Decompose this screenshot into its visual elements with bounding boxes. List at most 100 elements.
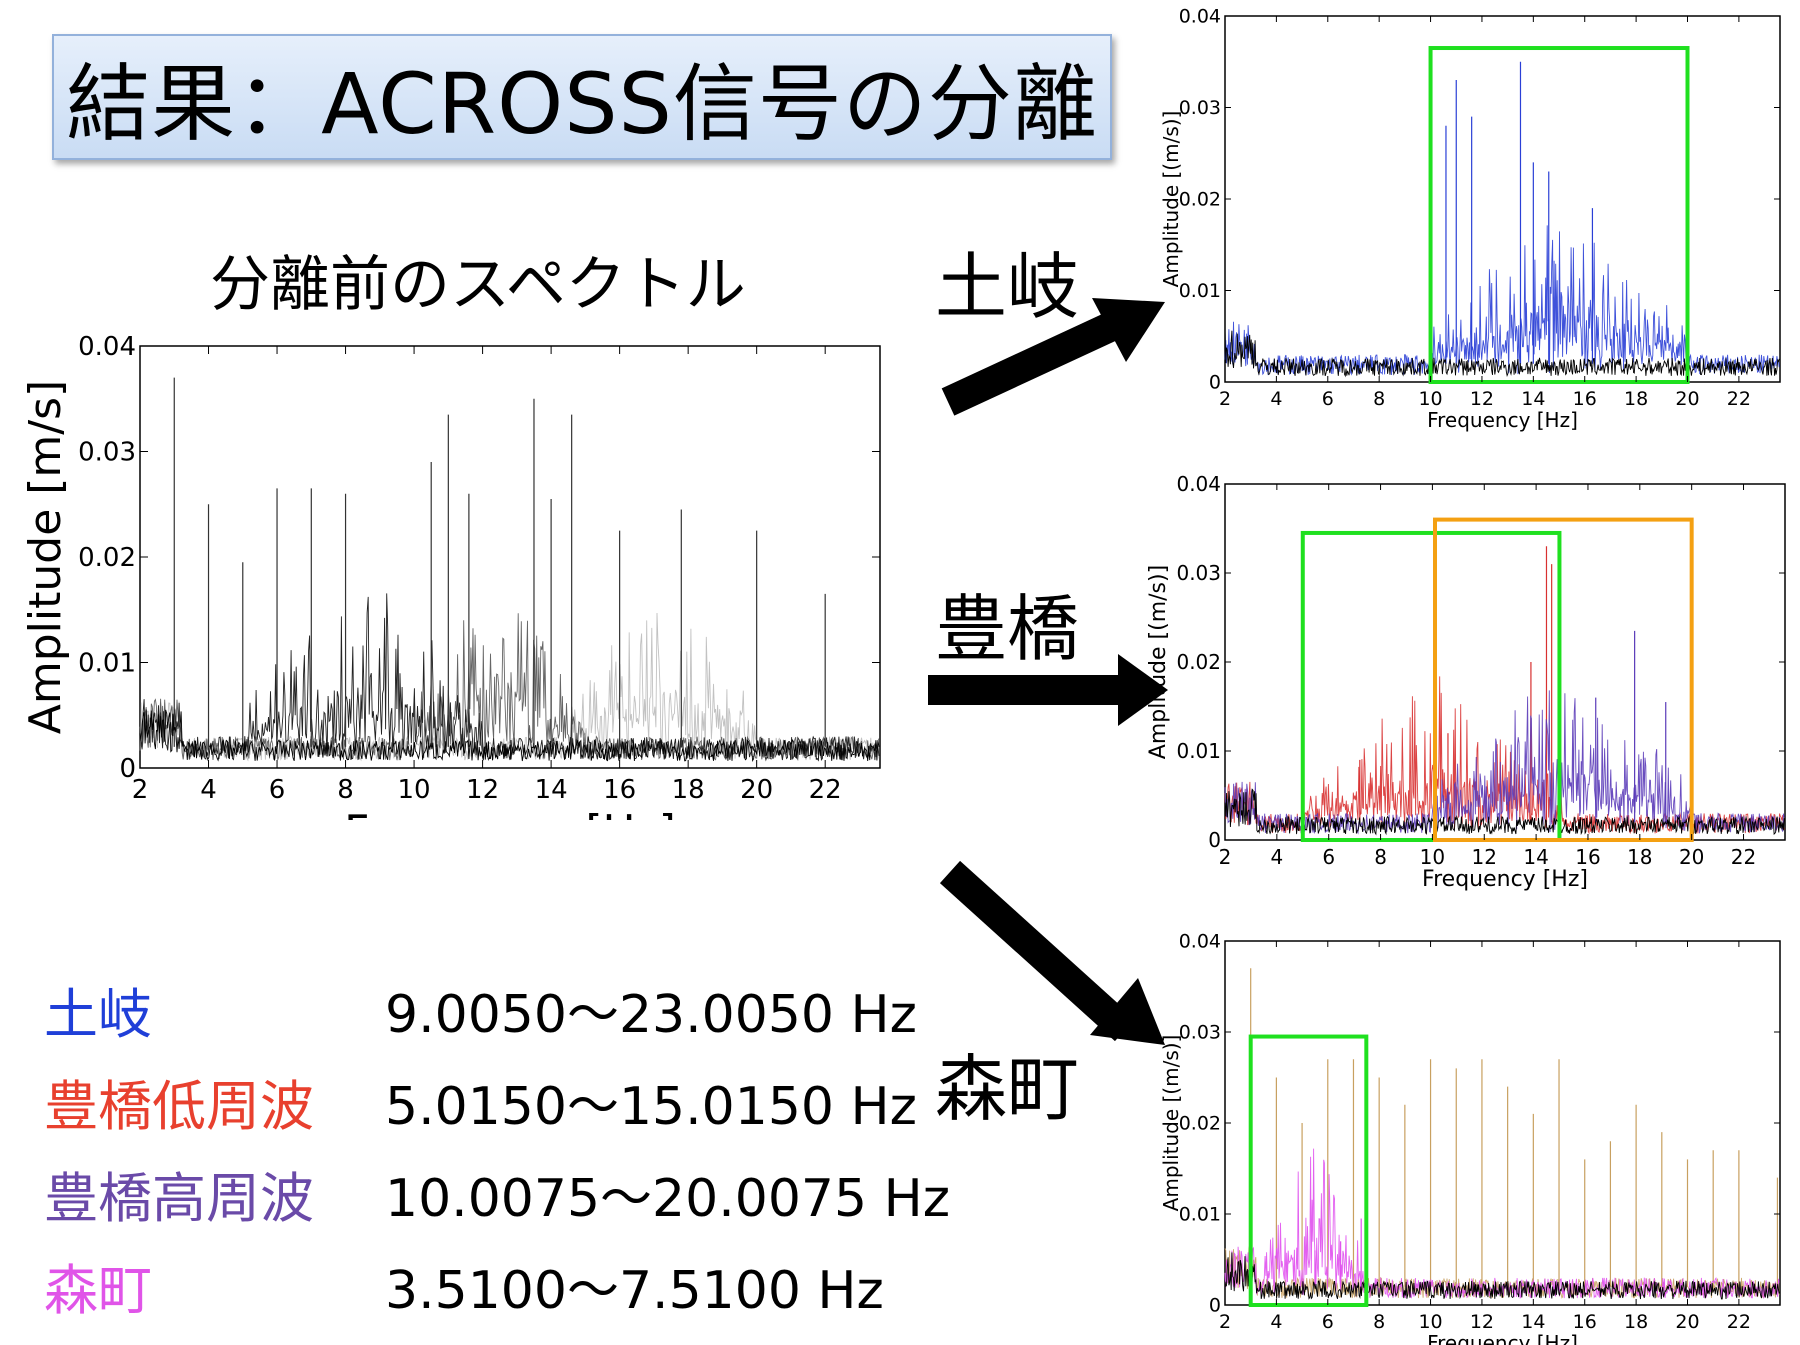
legend-range-toki: 9.0050〜23.0050 Hz	[385, 985, 917, 1045]
x-tick-label: 16	[1573, 388, 1597, 410]
y-tick-label: 0.01	[78, 649, 136, 679]
x-tick-label: 2	[132, 775, 149, 805]
site-label-toki: 土岐	[935, 245, 1080, 329]
spectrum-trace	[139, 613, 880, 761]
x-tick-label: 12	[1470, 388, 1494, 410]
chart-morimachi: 2 4 6 8 10 12 14 16 18 20 22 0 0.01 0.02 0.03 0.04 Frequ…	[1159, 931, 1781, 1345]
x-axis-label: Frequency [Hz]	[1427, 1331, 1578, 1345]
x-tick-label: 16	[1573, 1311, 1597, 1333]
x-tick-label: 20	[1675, 388, 1699, 410]
x-tick-label: 18	[1627, 845, 1652, 869]
x-tick-label: 6	[1322, 845, 1335, 869]
y-axis-label: Amplitude [(m/s)]	[1159, 1035, 1183, 1212]
x-tick-label: 8	[1373, 1311, 1385, 1333]
arrow-to-morimachi	[939, 860, 1165, 1045]
x-tick-label: 20	[1675, 1311, 1699, 1333]
x-tick-label: 14	[1521, 1311, 1545, 1333]
x-tick-label: 4	[1270, 1311, 1282, 1333]
y-tick-label: 0.04	[1179, 931, 1221, 953]
highlight-box	[1428, 46, 1690, 385]
site-label-toyohashi: 豊橋	[935, 587, 1080, 671]
arrow-to-toyohashi	[928, 654, 1168, 726]
x-tick-label: 8	[1373, 388, 1385, 410]
x-tick-label: 20	[740, 775, 773, 805]
legend-name-morimachi: 森町	[44, 1259, 152, 1322]
x-tick-label: 14	[1521, 388, 1545, 410]
x-tick-label: 20	[1679, 845, 1704, 869]
plot-frame	[1224, 15, 1781, 383]
y-tick-label: 0	[1208, 828, 1221, 852]
y-tick-label: 0	[1209, 372, 1221, 394]
x-tick-label: 10	[1418, 1311, 1442, 1333]
y-tick-label: 0.03	[78, 438, 136, 468]
x-tick-label: 8	[337, 775, 354, 805]
x-tick-label: 22	[809, 775, 842, 805]
y-tick-label: 0.04	[78, 332, 136, 362]
y-tick-label: 0.02	[1179, 1113, 1221, 1135]
x-tick-label: 6	[269, 775, 286, 805]
legend-range-morimachi: 3.5100〜7.5100 Hz	[385, 1261, 884, 1321]
y-tick-label: 0.03	[1176, 561, 1221, 585]
x-tick-label: 12	[466, 775, 499, 805]
x-tick-label: 18	[1624, 1311, 1648, 1333]
x-axis-label: Frequency [Hz]	[1427, 408, 1578, 432]
y-tick-label: 0.03	[1179, 97, 1221, 119]
x-tick-label: 2	[1219, 388, 1231, 410]
slide-title: 結果：ACROSS信号の分離	[66, 54, 1098, 153]
highlight-box	[1433, 517, 1694, 842]
x-tick-label: 4	[200, 775, 217, 805]
legend-range-toyohashi-low: 5.0150〜15.0150 Hz	[385, 1077, 917, 1137]
trace-group	[1224, 968, 1780, 1300]
spectrum-trace	[139, 709, 880, 762]
x-tick-label: 16	[603, 775, 636, 805]
arrows-layer	[928, 298, 1168, 1045]
y-axis-label: Amplitude [(m/s)]	[1146, 565, 1171, 759]
x-tick-label: 10	[1418, 388, 1442, 410]
spectrum-trace	[139, 593, 880, 762]
highlight-box	[1300, 530, 1562, 842]
y-tick-label: 0.02	[1179, 189, 1221, 211]
x-tick-label: 4	[1270, 388, 1282, 410]
y-tick-label: 0.03	[1179, 1022, 1221, 1044]
legend-range-toyohashi-high: 10.0075〜20.0075 Hz	[385, 1169, 950, 1229]
x-tick-label: 22	[1727, 1311, 1751, 1333]
legend-name-toki: 土岐	[44, 983, 152, 1046]
site-label-morimachi: 森町	[935, 1047, 1080, 1131]
plot-frame	[139, 345, 881, 769]
before-separation-label: 分離前のスペクトル	[210, 250, 746, 320]
y-tick-label: 0.01	[1176, 739, 1221, 763]
y-tick-label: 0	[119, 754, 136, 784]
x-tick-label: 10	[398, 775, 431, 805]
y-tick-label: 0	[1209, 1295, 1221, 1317]
x-tick-label: 6	[1322, 388, 1334, 410]
slide-title-box: 結果：ACROSS信号の分離	[52, 34, 1112, 160]
y-axis-label: Amplitude [m/s]	[20, 380, 71, 734]
x-tick-label: 14	[1523, 845, 1548, 869]
y-tick-label: 0.01	[1179, 1204, 1221, 1226]
chart-toyohashi: 2 4 6 8 10 12 14 16 18 20 22 0 0.01 0.02 0.03 0.04 Frequ…	[1146, 472, 1786, 892]
arrow-to-toki	[941, 298, 1165, 416]
chart-before-separation: 2 4 6 8 10 12 14 16 18 20 22 0 0.01 0.02 0.03 0.04 Frequ…	[20, 332, 881, 820]
chart-toki: 2 4 6 8 10 12 14 16 18 20 22 0 0.01 0.02 0.03 0.04 Frequ…	[1159, 6, 1781, 432]
x-tick-label: 22	[1731, 845, 1756, 869]
y-tick-label: 0.04	[1176, 472, 1221, 496]
highlight-box	[1248, 1034, 1369, 1308]
x-tick-label: 10	[1420, 845, 1445, 869]
x-tick-label: 2	[1219, 845, 1232, 869]
trace-group	[139, 377, 880, 762]
y-tick-label: 0.02	[78, 543, 136, 573]
x-axis-label: Frequency [Hz]	[344, 806, 676, 820]
y-tick-label: 0.04	[1179, 6, 1221, 28]
y-axis-label: Amplitude [(m/s)]	[1159, 111, 1183, 288]
x-tick-label: 12	[1470, 1311, 1494, 1333]
y-tick-label: 0.01	[1179, 280, 1221, 302]
x-tick-label: 2	[1219, 1311, 1231, 1333]
spectrum-trace	[1224, 1252, 1780, 1300]
x-axis-label: Frequency [Hz]	[1422, 867, 1588, 892]
x-tick-label: 14	[535, 775, 568, 805]
x-tick-label: 6	[1322, 1311, 1334, 1333]
legend-name-toyohashi-low: 豊橋低周波	[44, 1075, 314, 1138]
x-tick-label: 8	[1374, 845, 1387, 869]
y-tick-label: 0.02	[1176, 650, 1221, 674]
x-tick-label: 4	[1270, 845, 1283, 869]
